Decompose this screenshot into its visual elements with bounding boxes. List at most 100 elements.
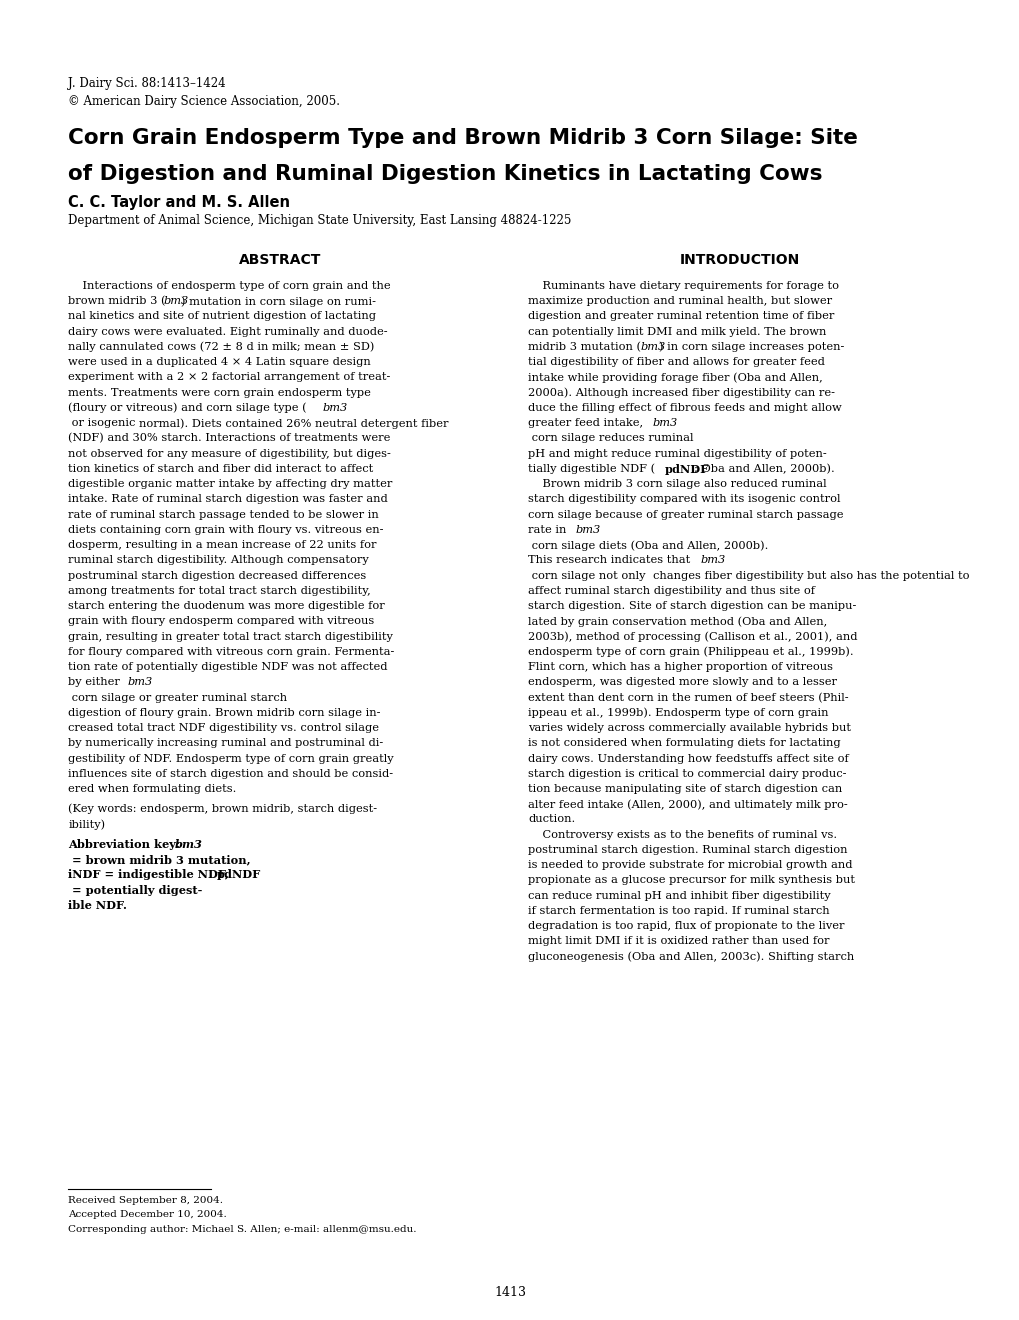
Text: endosperm, was digested more slowly and to a lesser: endosperm, was digested more slowly and … — [528, 677, 837, 688]
Text: varies widely across commercially available hybrids but: varies widely across commercially availa… — [528, 723, 851, 733]
Text: changes fiber digestibility but also has the potential to: changes fiber digestibility but also has… — [652, 570, 968, 581]
Text: or isogenic: or isogenic — [68, 418, 136, 428]
Text: grain with floury endosperm compared with vitreous: grain with floury endosperm compared wit… — [68, 616, 374, 626]
Text: of Digestion and Ruminal Digestion Kinetics in Lactating Cows: of Digestion and Ruminal Digestion Kinet… — [68, 164, 822, 183]
Text: bm3: bm3 — [640, 342, 665, 352]
Text: not observed for any measure of digestibility, but diges-: not observed for any measure of digestib… — [68, 449, 391, 458]
Text: rate in: rate in — [528, 525, 570, 535]
Text: extent than dent corn in the rumen of beef steers (Phil-: extent than dent corn in the rumen of be… — [528, 693, 848, 702]
Text: pdNDF: pdNDF — [216, 870, 261, 880]
Text: affect ruminal starch digestibility and thus site of: affect ruminal starch digestibility and … — [528, 586, 814, 595]
Text: ruminal starch digestibility. Although compensatory: ruminal starch digestibility. Although c… — [68, 556, 369, 565]
Text: Accepted December 10, 2004.: Accepted December 10, 2004. — [68, 1210, 227, 1220]
Text: digestion and greater ruminal retention time of fiber: digestion and greater ruminal retention … — [528, 312, 834, 321]
Text: ippeau et al., 1999b). Endosperm type of corn grain: ippeau et al., 1999b). Endosperm type of… — [528, 708, 828, 718]
Text: gestibility of NDF. Endosperm type of corn grain greatly: gestibility of NDF. Endosperm type of co… — [68, 754, 393, 763]
Text: is needed to provide substrate for microbial growth and: is needed to provide substrate for micro… — [528, 861, 852, 870]
Text: influences site of starch digestion and should be consid-: influences site of starch digestion and … — [68, 768, 393, 779]
Text: diets containing corn grain with floury vs. vitreous en-: diets containing corn grain with floury … — [68, 525, 383, 535]
Text: corn silage because of greater ruminal starch passage: corn silage because of greater ruminal s… — [528, 510, 843, 520]
Text: Brown midrib 3 corn silage also reduced ruminal: Brown midrib 3 corn silage also reduced … — [528, 479, 826, 490]
Text: corn silage reduces ruminal: corn silage reduces ruminal — [528, 433, 693, 444]
Text: if starch fermentation is too rapid. If ruminal starch: if starch fermentation is too rapid. If … — [528, 906, 829, 916]
Text: nally cannulated cows (72 ± 8 d in milk; mean ± SD): nally cannulated cows (72 ± 8 d in milk;… — [68, 342, 374, 352]
Text: corn silage or greater ruminal starch: corn silage or greater ruminal starch — [68, 693, 287, 702]
Text: INTRODUCTION: INTRODUCTION — [680, 253, 799, 268]
Text: digestible organic matter intake by affecting dry matter: digestible organic matter intake by affe… — [68, 479, 392, 490]
Text: ered when formulating diets.: ered when formulating diets. — [68, 784, 236, 795]
Text: Corn Grain Endosperm Type and Brown Midrib 3 Corn Silage: Site: Corn Grain Endosperm Type and Brown Midr… — [68, 128, 857, 148]
Text: bm3: bm3 — [575, 525, 600, 535]
Text: = potentially digest-: = potentially digest- — [68, 884, 203, 896]
Text: Interactions of endosperm type of corn grain and the: Interactions of endosperm type of corn g… — [68, 281, 390, 290]
Text: postruminal starch digestion. Ruminal starch digestion: postruminal starch digestion. Ruminal st… — [528, 845, 847, 855]
Text: bm3: bm3 — [652, 418, 678, 428]
Text: creased total tract NDF digestibility vs. control silage: creased total tract NDF digestibility vs… — [68, 723, 379, 733]
Text: ible NDF.: ible NDF. — [68, 900, 127, 911]
Text: experiment with a 2 × 2 factorial arrangement of treat-: experiment with a 2 × 2 factorial arrang… — [68, 372, 390, 383]
Text: by numerically increasing ruminal and postruminal di-: by numerically increasing ruminal and po… — [68, 738, 383, 748]
Text: propionate as a glucose precursor for milk synthesis but: propionate as a glucose precursor for mi… — [528, 875, 855, 886]
Text: 2003b), method of processing (Callison et al., 2001), and: 2003b), method of processing (Callison e… — [528, 631, 857, 642]
Text: might limit DMI if it is oxidized rather than used for: might limit DMI if it is oxidized rather… — [528, 936, 829, 946]
Text: intake while providing forage fiber (Oba and Allen,: intake while providing forage fiber (Oba… — [528, 372, 822, 383]
Text: by either: by either — [68, 677, 123, 688]
Text: ) in corn silage increases poten-: ) in corn silage increases poten- — [658, 342, 843, 352]
Text: maximize production and ruminal health, but slower: maximize production and ruminal health, … — [528, 296, 832, 306]
Text: brown midrib 3 (: brown midrib 3 ( — [68, 296, 166, 306]
Text: 1413: 1413 — [493, 1286, 526, 1299]
Text: alter feed intake (Allen, 2000), and ultimately milk pro-: alter feed intake (Allen, 2000), and ult… — [528, 799, 847, 809]
Text: tion rate of potentially digestible NDF was not affected: tion rate of potentially digestible NDF … — [68, 663, 387, 672]
Text: gluconeogenesis (Oba and Allen, 2003c). Shifting starch: gluconeogenesis (Oba and Allen, 2003c). … — [528, 952, 854, 962]
Text: Flint corn, which has a higher proportion of vitreous: Flint corn, which has a higher proportio… — [528, 663, 833, 672]
Text: midrib 3 mutation (: midrib 3 mutation ( — [528, 342, 641, 352]
Text: pdNDF: pdNDF — [664, 463, 708, 475]
Text: dairy cows were evaluated. Eight ruminally and duode-: dairy cows were evaluated. Eight ruminal… — [68, 326, 387, 337]
Text: corn silage not only: corn silage not only — [528, 570, 645, 581]
Text: normal). Diets contained 26% neutral detergent fiber: normal). Diets contained 26% neutral det… — [140, 418, 448, 429]
Text: Ruminants have dietary requirements for forage to: Ruminants have dietary requirements for … — [528, 281, 839, 290]
Text: bm3: bm3 — [699, 556, 725, 565]
Text: pH and might reduce ruminal digestibility of poten-: pH and might reduce ruminal digestibilit… — [528, 449, 826, 458]
Text: tial digestibility of fiber and allows for greater feed: tial digestibility of fiber and allows f… — [528, 358, 824, 367]
Text: degradation is too rapid, flux of propionate to the liver: degradation is too rapid, flux of propio… — [528, 921, 844, 931]
Text: Abbreviation key:: Abbreviation key: — [68, 840, 184, 850]
Text: Department of Animal Science, Michigan State University, East Lansing 48824-1225: Department of Animal Science, Michigan S… — [68, 214, 572, 227]
Text: starch entering the duodenum was more digestible for: starch entering the duodenum was more di… — [68, 601, 385, 611]
Text: J. Dairy Sci. 88:1413–1424: J. Dairy Sci. 88:1413–1424 — [68, 77, 226, 90]
Text: dosperm, resulting in a mean increase of 22 units for: dosperm, resulting in a mean increase of… — [68, 540, 376, 550]
Text: corn silage diets (Oba and Allen, 2000b).: corn silage diets (Oba and Allen, 2000b)… — [528, 540, 768, 550]
Text: iNDF = indigestible NDF,: iNDF = indigestible NDF, — [68, 870, 233, 880]
Text: were used in a duplicated 4 × 4 Latin square design: were used in a duplicated 4 × 4 Latin sq… — [68, 358, 371, 367]
Text: Received September 8, 2004.: Received September 8, 2004. — [68, 1196, 223, 1205]
Text: tion kinetics of starch and fiber did interact to affect: tion kinetics of starch and fiber did in… — [68, 463, 373, 474]
Text: nal kinetics and site of nutrient digestion of lactating: nal kinetics and site of nutrient digest… — [68, 312, 376, 321]
Text: bm3: bm3 — [175, 840, 203, 850]
Text: duce the filling effect of fibrous feeds and might allow: duce the filling effect of fibrous feeds… — [528, 403, 842, 413]
Text: tially digestible NDF (: tially digestible NDF ( — [528, 463, 655, 474]
Text: among treatments for total tract starch digestibility,: among treatments for total tract starch … — [68, 586, 371, 595]
Text: starch digestion. Site of starch digestion can be manipu-: starch digestion. Site of starch digesti… — [528, 601, 856, 611]
Text: ; Oba and Allen, 2000b).: ; Oba and Allen, 2000b). — [694, 463, 835, 474]
Text: Corresponding author: Michael S. Allen; e-mail: allenm@msu.edu.: Corresponding author: Michael S. Allen; … — [68, 1225, 417, 1234]
Text: can potentially limit DMI and milk yield. The brown: can potentially limit DMI and milk yield… — [528, 326, 826, 337]
Text: intake. Rate of ruminal starch digestion was faster and: intake. Rate of ruminal starch digestion… — [68, 494, 387, 504]
Text: rate of ruminal starch passage tended to be slower in: rate of ruminal starch passage tended to… — [68, 510, 379, 520]
Text: ments. Treatments were corn grain endosperm type: ments. Treatments were corn grain endosp… — [68, 388, 371, 397]
Text: © American Dairy Science Association, 2005.: © American Dairy Science Association, 20… — [68, 95, 340, 108]
Text: can reduce ruminal pH and inhibit fiber digestibility: can reduce ruminal pH and inhibit fiber … — [528, 891, 830, 900]
Text: digestion of floury grain. Brown midrib corn silage in-: digestion of floury grain. Brown midrib … — [68, 708, 380, 718]
Text: tion because manipulating site of starch digestion can: tion because manipulating site of starch… — [528, 784, 842, 795]
Text: greater feed intake,: greater feed intake, — [528, 418, 646, 428]
Text: for floury compared with vitreous corn grain. Fermenta-: for floury compared with vitreous corn g… — [68, 647, 394, 657]
Text: starch digestibility compared with its isogenic control: starch digestibility compared with its i… — [528, 494, 840, 504]
Text: endosperm type of corn grain (Philippeau et al., 1999b).: endosperm type of corn grain (Philippeau… — [528, 647, 853, 657]
Text: C. C. Taylor and M. S. Allen: C. C. Taylor and M. S. Allen — [68, 195, 290, 210]
Text: grain, resulting in greater total tract starch digestibility: grain, resulting in greater total tract … — [68, 631, 393, 642]
Text: (NDF) and 30% starch. Interactions of treatments were: (NDF) and 30% starch. Interactions of tr… — [68, 433, 390, 444]
Text: bm3: bm3 — [163, 296, 189, 306]
Text: = brown midrib 3 mutation,: = brown midrib 3 mutation, — [68, 854, 251, 865]
Text: This research indicates that: This research indicates that — [528, 556, 694, 565]
Text: duction.: duction. — [528, 814, 575, 825]
Text: postruminal starch digestion decreased differences: postruminal starch digestion decreased d… — [68, 570, 366, 581]
